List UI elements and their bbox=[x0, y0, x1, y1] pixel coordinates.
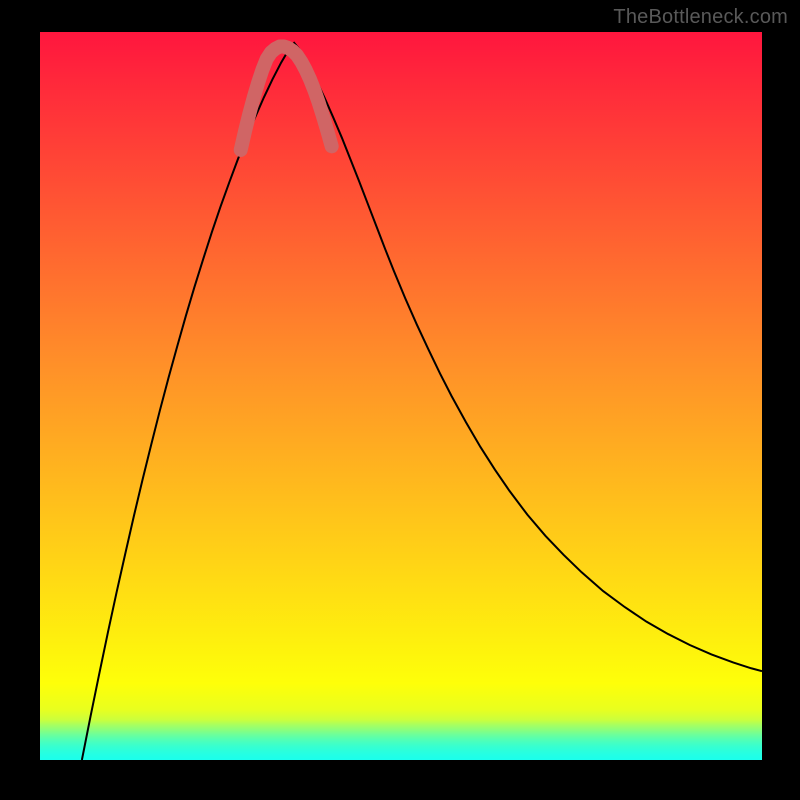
highlight-segment bbox=[241, 47, 332, 150]
watermark-text: TheBottleneck.com bbox=[613, 6, 788, 29]
main-curve bbox=[82, 43, 762, 760]
chart-svg bbox=[40, 32, 762, 760]
plot-area bbox=[40, 32, 762, 760]
